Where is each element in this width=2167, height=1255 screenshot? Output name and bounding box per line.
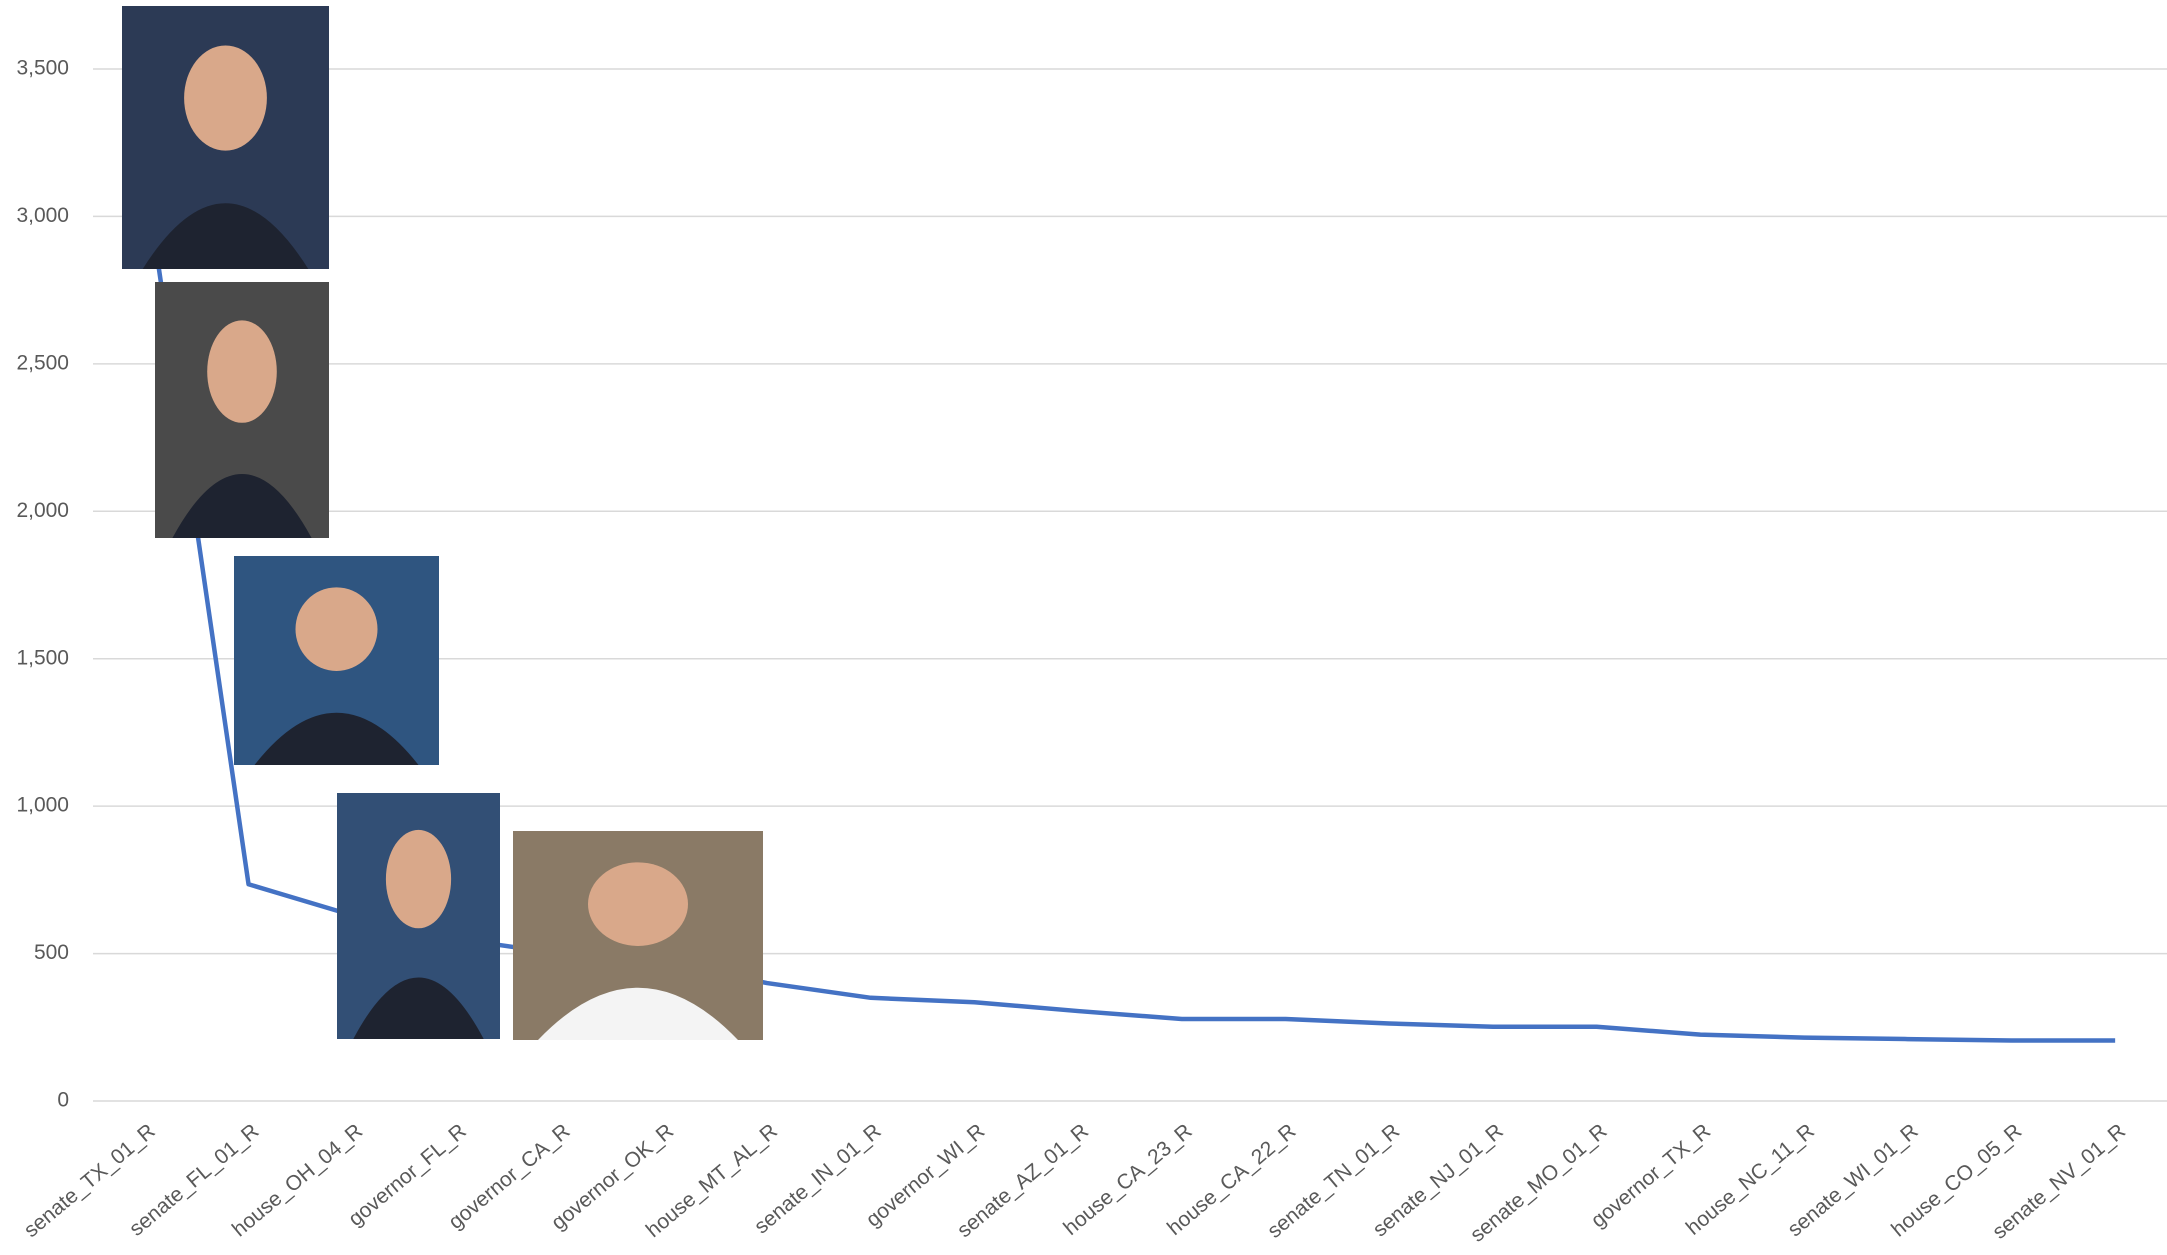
portrait-face (295, 587, 378, 671)
y-tick-label: 2,000 (16, 499, 69, 522)
portrait-face (385, 829, 452, 929)
y-tick-label: 3,000 (16, 204, 69, 227)
portrait-body (353, 977, 484, 1039)
portrait-body (254, 712, 419, 765)
y-tick-label: 500 (34, 941, 69, 964)
y-tick-label: 1,000 (16, 794, 69, 817)
portrait-face (207, 320, 277, 423)
portrait-body (172, 474, 312, 538)
y-tick-label: 3,500 (16, 57, 69, 80)
portrait-body (538, 987, 738, 1040)
portrait-face (588, 862, 688, 946)
y-tick-label: 1,500 (16, 646, 69, 669)
portrait-face (184, 45, 267, 151)
portrait-body (142, 203, 309, 269)
y-tick-label: 2,500 (16, 351, 69, 374)
y-tick-label: 0 (57, 1089, 69, 1112)
